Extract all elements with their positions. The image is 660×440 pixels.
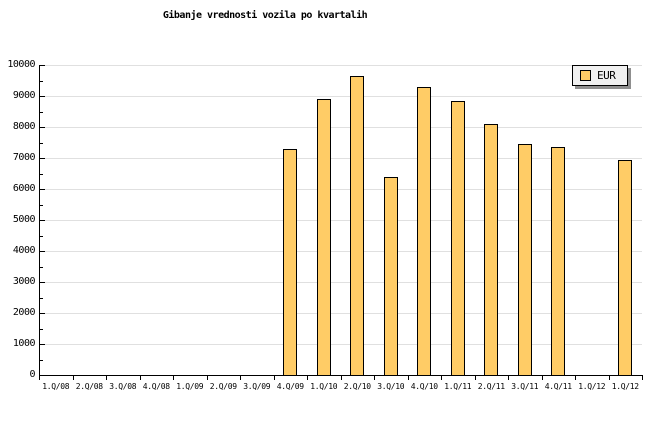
y-axis-tick (40, 344, 45, 345)
y-axis-tick-minor (40, 111, 43, 113)
y-axis-tick-minor (40, 266, 43, 268)
y-axis-label: 8000 (12, 121, 36, 132)
gridline (39, 158, 642, 159)
y-axis-tick (40, 251, 45, 252)
x-axis-label: 2.Q/11 (477, 382, 505, 391)
y-axis-tick-minor (40, 173, 43, 175)
x-axis-tick (173, 376, 174, 380)
bar (551, 147, 565, 376)
x-axis-label: 3.Q/08 (109, 382, 137, 391)
y-axis-tick (40, 65, 45, 66)
y-axis-tick-minor (40, 204, 43, 206)
x-axis-tick (73, 376, 74, 380)
y-axis-tick (40, 375, 45, 376)
x-axis-label: 3.Q/09 (243, 382, 271, 391)
y-axis-label: 10000 (7, 59, 35, 70)
x-axis-label: 1.Q/10 (310, 382, 338, 391)
y-axis-tick-minor (40, 142, 43, 144)
y-axis-tick-minor (40, 297, 43, 299)
bar (350, 76, 364, 376)
gridline (39, 220, 642, 221)
bar (317, 99, 331, 376)
x-axis-tick (575, 376, 576, 380)
legend: EUR (572, 65, 628, 86)
x-axis-tick (408, 376, 409, 380)
x-axis-tick (240, 376, 241, 380)
bar (417, 87, 431, 376)
bar (283, 149, 297, 376)
legend-label: EUR (597, 69, 616, 82)
x-axis-label: 1.Q/12 (611, 382, 639, 391)
legend-swatch-icon (580, 70, 591, 81)
y-axis-label: 6000 (12, 183, 36, 194)
x-axis-tick (106, 376, 107, 380)
y-axis-label: 2000 (12, 307, 36, 318)
y-axis-tick (40, 282, 45, 283)
x-axis-label: 2.Q/09 (209, 382, 237, 391)
x-axis-tick (341, 376, 342, 380)
gridline (39, 127, 642, 128)
y-axis-tick-minor (40, 328, 43, 330)
gridline (39, 65, 642, 66)
y-axis-label: 9000 (12, 90, 36, 101)
y-axis-label: 1000 (12, 338, 36, 349)
x-axis-label: 2.Q/10 (343, 382, 371, 391)
gridline (39, 189, 642, 190)
x-axis-label: 4.Q/10 (410, 382, 438, 391)
y-axis-label: 3000 (12, 276, 36, 287)
y-axis-tick-minor (40, 359, 43, 361)
x-axis-label: 2.Q/08 (75, 382, 103, 391)
y-axis-label: 7000 (12, 152, 36, 163)
gridline (39, 313, 642, 314)
bar (518, 144, 532, 376)
x-axis-tick (307, 376, 308, 380)
y-axis-tick (40, 313, 45, 314)
y-axis-tick (40, 158, 45, 159)
y-axis (39, 65, 40, 376)
gridline (39, 282, 642, 283)
gridline (39, 96, 642, 97)
y-axis-tick (40, 189, 45, 190)
gridline (39, 251, 642, 252)
x-axis-tick (508, 376, 509, 380)
x-axis-label: 1.Q/08 (42, 382, 70, 391)
x-axis-tick (39, 376, 40, 380)
y-axis-label: 5000 (12, 214, 36, 225)
x-axis-tick (207, 376, 208, 380)
bar (384, 177, 398, 376)
y-axis-label: 4000 (12, 245, 36, 256)
x-axis-tick (542, 376, 543, 380)
y-axis-tick (40, 96, 45, 97)
x-axis-label: 1.Q/09 (176, 382, 204, 391)
x-axis-label: 4.Q/09 (276, 382, 304, 391)
y-axis-tick (40, 220, 45, 221)
y-axis-tick-minor (40, 235, 43, 237)
plot-area: 0 1000 2000 3000 4000 5000 6000 7000 8000 9000 100… (7, 60, 643, 391)
x-axis-label: 3.Q/11 (511, 382, 539, 391)
x-axis (39, 375, 643, 376)
x-axis-label: 4.Q/08 (142, 382, 170, 391)
x-axis-tick (140, 376, 141, 380)
bar (484, 124, 498, 376)
bar (451, 101, 465, 376)
x-axis-label: 4.Q/11 (544, 382, 572, 391)
x-axis-tick (274, 376, 275, 380)
y-axis-tick-minor (40, 80, 43, 82)
chart-title: Gibanje vrednosti vozila po kvartalih (162, 10, 368, 21)
bar (618, 160, 632, 376)
x-axis-tick (441, 376, 442, 380)
y-axis-tick (40, 127, 45, 128)
x-axis-label: 1.Q/11 (444, 382, 472, 391)
x-axis-tick (642, 376, 643, 380)
x-axis-tick (609, 376, 610, 380)
y-axis-label: 0 (29, 369, 35, 380)
x-axis-label: 3.Q/10 (377, 382, 405, 391)
x-axis-label: 1.Q/12 (578, 382, 606, 391)
x-axis-tick (475, 376, 476, 380)
gridline (39, 344, 642, 345)
x-axis-tick (374, 376, 375, 380)
